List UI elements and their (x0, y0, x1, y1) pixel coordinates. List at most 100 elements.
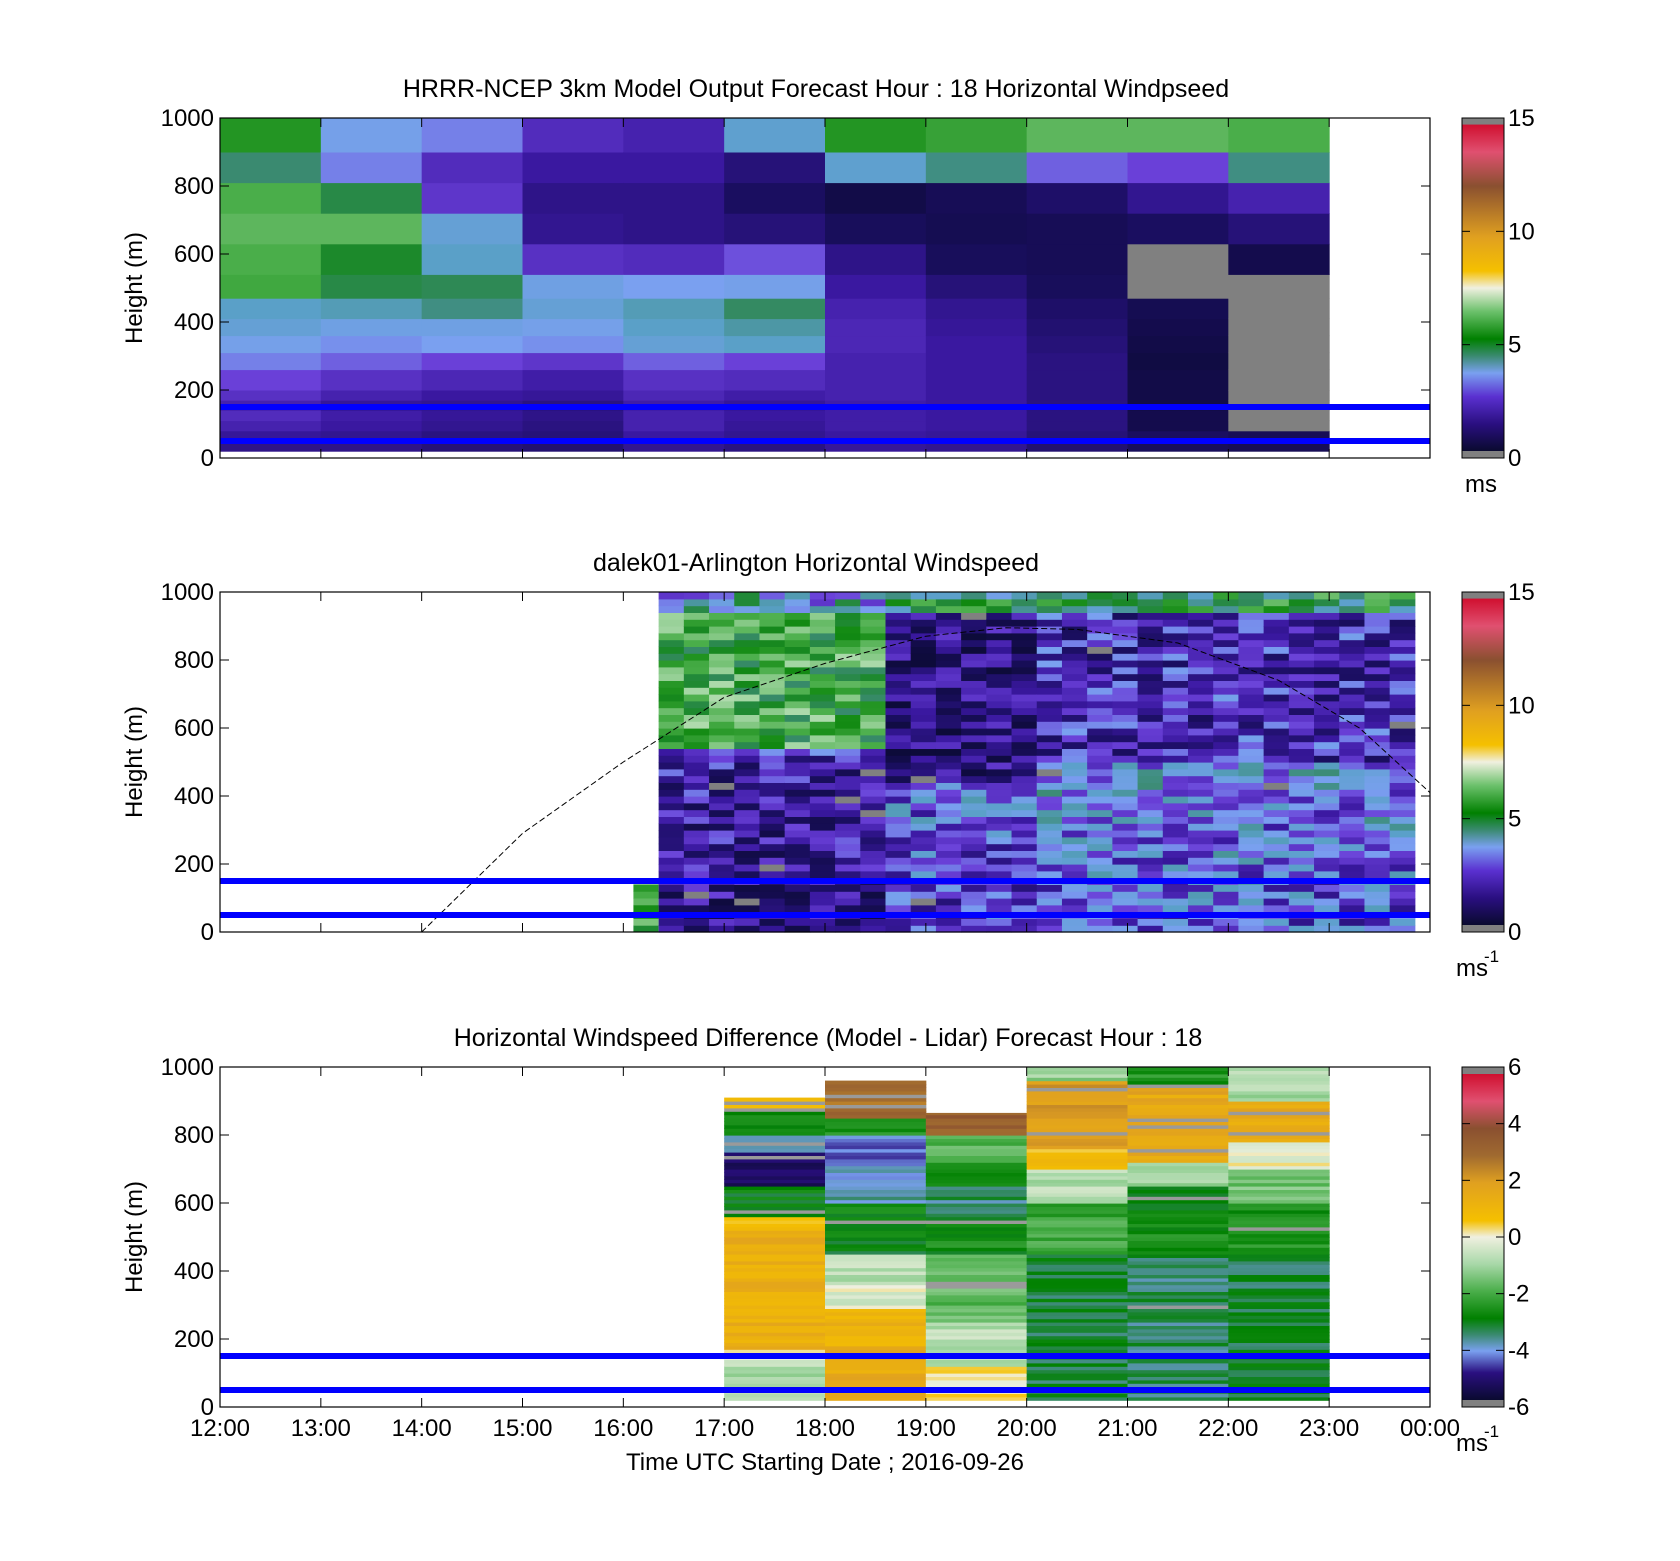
heatmap-cell (1364, 700, 1391, 709)
heatmap-cell (1228, 1237, 1330, 1241)
heatmap-cell (1339, 694, 1365, 702)
heatmap-cell (683, 728, 710, 736)
heatmap-cell (961, 653, 987, 661)
heatmap-cell (1026, 1260, 1128, 1265)
heatmap-cell (925, 1376, 1028, 1381)
heatmap-cell (910, 734, 937, 743)
heatmap-cell (709, 707, 735, 715)
heatmap-cell (734, 830, 760, 838)
heatmap-cell (1213, 592, 1239, 600)
heatmap-cell (1238, 626, 1265, 634)
heatmap-cell (835, 619, 861, 627)
heatmap-cell (1238, 680, 1265, 688)
heatmap-cell (784, 857, 811, 865)
heatmap-cell (1188, 816, 1214, 824)
heatmap-cell (1137, 687, 1164, 695)
heatmap-cell (734, 864, 760, 872)
heatmap-cell (1026, 1288, 1128, 1292)
heatmap-cell (1364, 864, 1391, 872)
heatmap-cell (724, 1145, 826, 1150)
heatmap-cell (724, 1328, 826, 1333)
y-tick-label: 1000 (161, 579, 214, 606)
heatmap-cell (1127, 1264, 1229, 1269)
heatmap-cell (835, 843, 861, 851)
heatmap-cell (825, 1084, 927, 1088)
heatmap-cell (658, 721, 685, 729)
heatmap-cell (1228, 1087, 1330, 1092)
heatmap-cell (759, 782, 786, 790)
heatmap-cell (1087, 707, 1113, 715)
heatmap-cell (724, 1260, 826, 1265)
heatmap-cell (1228, 1216, 1330, 1221)
heatmap-cell (986, 632, 1013, 641)
heatmap-cell (1112, 619, 1139, 627)
heatmap-cell (885, 768, 912, 777)
heatmap-cell (910, 816, 937, 824)
heatmap-cell (961, 809, 987, 817)
heatmap-cell (925, 1393, 1028, 1398)
y-tick-label: 600 (174, 715, 214, 742)
heatmap-cell (935, 619, 962, 627)
heatmap-cell (623, 182, 725, 214)
heatmap-cell (1026, 1305, 1128, 1309)
heatmap-cell (220, 274, 322, 299)
heatmap-cell (885, 898, 912, 906)
colorbar-unit: ms (1456, 955, 1488, 982)
heatmap-cell (1228, 1243, 1330, 1248)
y-tick-label: 600 (174, 1190, 214, 1217)
heatmap-cell (320, 318, 423, 337)
heatmap-cell (961, 755, 987, 763)
heatmap-cell (421, 274, 523, 299)
heatmap-cell (759, 728, 786, 736)
heatmap-cell (658, 646, 685, 654)
heatmap-cell (1061, 660, 1088, 668)
heatmap-cell (961, 802, 987, 811)
heatmap-cell (724, 441, 826, 452)
heatmap-cell (724, 1192, 826, 1197)
heatmap-cell (1026, 1379, 1128, 1384)
heatmap-cell (1339, 619, 1365, 627)
heatmap-cell (1061, 768, 1088, 777)
heatmap-cell (1238, 918, 1265, 926)
heatmap-cell (835, 694, 861, 702)
heatmap-cell (1137, 728, 1164, 736)
heatmap-cell (1213, 884, 1239, 892)
heatmap-cell (724, 1172, 826, 1177)
heatmap-cell (1339, 830, 1365, 838)
heatmap-cell (1011, 870, 1038, 879)
heatmap-cell (759, 612, 786, 620)
heatmap-cell (724, 1315, 826, 1320)
heatmap-cell (1137, 836, 1164, 845)
heatmap-cell (809, 884, 836, 892)
heatmap-cell (1061, 870, 1088, 879)
heatmap-cell (1127, 1345, 1229, 1350)
heatmap-cell (1026, 1114, 1128, 1119)
heatmap-cell (1228, 1192, 1330, 1197)
heatmap-cell (809, 592, 836, 600)
heatmap-cell (1314, 782, 1340, 790)
heatmap-cell (986, 775, 1013, 783)
heatmap-cell (910, 823, 937, 831)
heatmap-cell (925, 1172, 1028, 1177)
heatmap-cell (986, 898, 1013, 906)
heatmap-cell (1137, 612, 1164, 620)
heatmap-cell (1228, 1332, 1330, 1337)
heatmap-cell (784, 612, 811, 620)
heatmap-cell (1112, 598, 1139, 607)
heatmap-cell (961, 632, 987, 641)
heatmap-cell (658, 734, 685, 743)
heatmap-cell (935, 884, 962, 892)
heatmap-cell (1228, 1131, 1330, 1136)
heatmap-cell (1364, 632, 1391, 641)
heatmap-cell (1288, 925, 1315, 933)
heatmap-cell (683, 592, 710, 600)
heatmap-cell (1011, 714, 1038, 722)
heatmap-cell (1238, 864, 1265, 872)
heatmap-cell (1228, 1169, 1330, 1173)
heatmap-cell (1339, 598, 1365, 607)
heatmap-cell (1228, 1203, 1330, 1207)
heatmap-cell (1188, 891, 1214, 899)
heatmap-cell (724, 410, 826, 422)
heatmap-cell (925, 1240, 1028, 1245)
heatmap-cell (935, 857, 962, 865)
